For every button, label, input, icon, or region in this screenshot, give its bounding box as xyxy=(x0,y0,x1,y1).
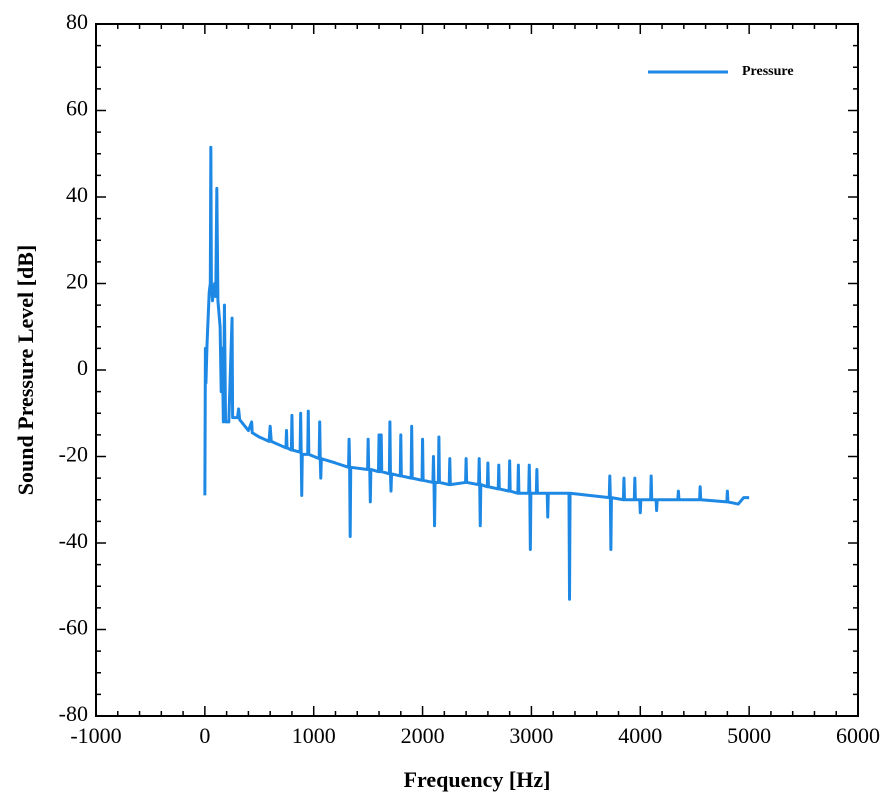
y-axis-title: Sound Pressure Level [dB] xyxy=(13,245,38,495)
y-tick-label: -80 xyxy=(59,701,88,726)
x-tick-label: 5000 xyxy=(727,723,771,748)
x-tick-label: 6000 xyxy=(836,723,880,748)
y-tick-label: -20 xyxy=(59,442,88,467)
plot-frame xyxy=(95,23,859,717)
y-tick-label: 80 xyxy=(66,9,88,34)
x-axis-title: Frequency [Hz] xyxy=(404,767,551,792)
data-line xyxy=(203,145,750,601)
y-tick-label: 40 xyxy=(66,182,88,207)
y-tick-label: 60 xyxy=(66,96,88,121)
legend-label: Pressure xyxy=(742,64,794,79)
x-tick-label: 3000 xyxy=(509,723,553,748)
y-tick-label: -40 xyxy=(59,528,88,553)
x-tick-label: -1000 xyxy=(70,723,121,748)
y-tick-label: -60 xyxy=(59,615,88,640)
y-tick-label: 0 xyxy=(77,355,88,380)
x-tick-label: 2000 xyxy=(401,723,445,748)
y-tick-label: 20 xyxy=(66,269,88,294)
x-tick-label: 0 xyxy=(199,723,210,748)
x-tick-label: 1000 xyxy=(292,723,336,748)
x-tick-label: 4000 xyxy=(618,723,662,748)
